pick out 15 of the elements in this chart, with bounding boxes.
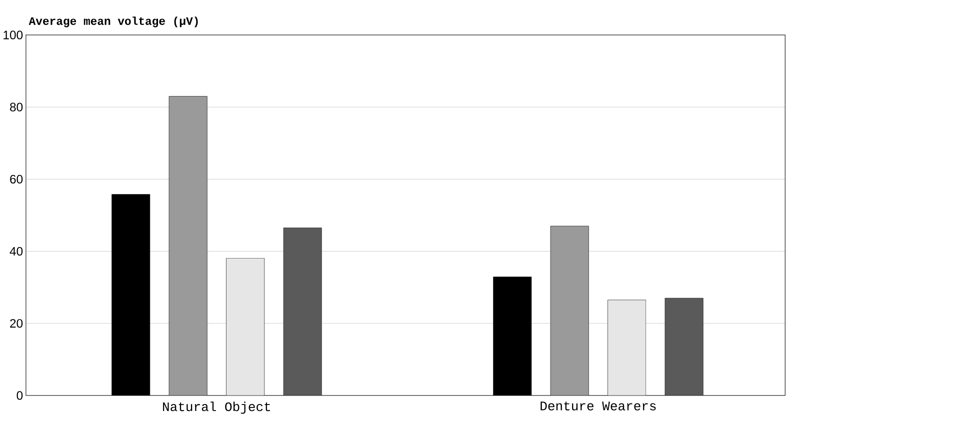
y-tick-label: 40 xyxy=(10,247,23,256)
x-tick-label: Natural Object xyxy=(163,402,270,414)
bar xyxy=(283,228,322,396)
y-tick-label: 60 xyxy=(10,175,23,184)
bar xyxy=(664,298,704,396)
y-tick-label: 0 xyxy=(16,391,23,400)
bar xyxy=(226,258,265,396)
y-tick-label: 100 xyxy=(4,30,23,40)
y-tick-label: 20 xyxy=(10,319,23,328)
bar xyxy=(550,226,589,396)
x-tick-label: Denture Wearers xyxy=(540,402,656,411)
bar xyxy=(608,300,646,396)
y-axis-title: Average mean voltage (µV) xyxy=(28,16,198,28)
bar xyxy=(168,96,208,396)
y-tick-label: 80 xyxy=(10,102,23,112)
